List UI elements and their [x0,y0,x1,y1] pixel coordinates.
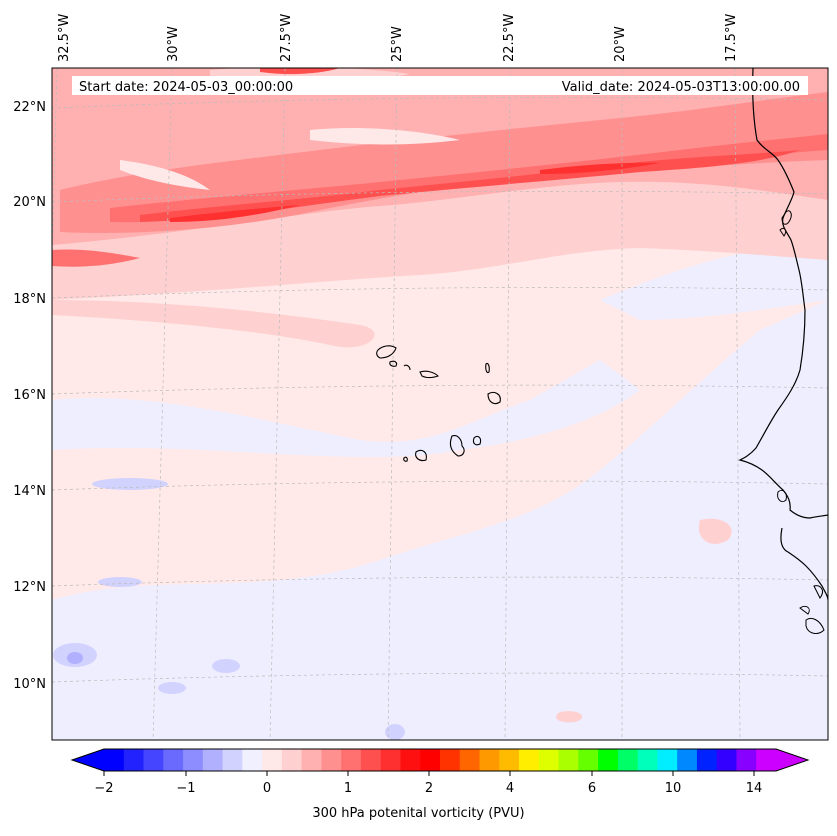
lon-label: 22.5°W [502,14,517,62]
colorbar-tick-label: −1 [176,781,195,796]
graticule [52,68,828,740]
lat-label: 20°N [13,195,46,210]
colorbar-cell [499,749,520,771]
lon-label: 20°W [613,26,628,62]
colorbar-cell [696,749,718,771]
colorbar-cell [756,749,777,771]
map-frame [51,67,829,741]
colorbar-cell [479,749,500,771]
cape-verde-islands [376,345,501,462]
colorbar-cell [360,749,382,771]
lon-label: 27.5°W [279,14,294,62]
colorbar-cell [657,749,678,771]
colorbar-cell [222,749,243,771]
colorbar-cell [321,749,342,771]
colorbar-cell [104,749,125,771]
colorbar-cell [301,749,322,771]
pv-field [52,68,828,740]
colorbar-cell [736,749,757,771]
colorbar-cell [716,749,737,771]
colorbar-tick-label: 10 [665,781,682,796]
lat-label: 10°N [13,677,46,692]
colorbar-tick-label: 4 [506,781,514,796]
colorbar-cell [420,749,441,771]
longitude-labels: 32.5°W 30°W 27.5°W 25°W 22.5°W 20°W 17.5… [57,14,739,62]
colorbar-cell [341,749,362,771]
colorbar-cell [598,749,619,771]
lat-label: 14°N [13,484,46,499]
lon-label: 32.5°W [57,14,72,62]
colorbar-tick-label: 6 [588,781,596,796]
colorbar-cell [123,749,145,771]
colorbar-min-extension [72,749,104,771]
colorbar-cell [202,749,224,771]
colorbar-cell [400,749,421,771]
negative-pv-areas [52,240,828,740]
colorbar-cell [677,749,698,771]
lon-label: 17.5°W [724,14,739,62]
colorbar-cells [104,749,777,771]
colorbar-cell [440,749,461,771]
colorbar-cell [637,749,658,771]
lat-label: 12°N [13,580,46,595]
colorbar-tick-label: 0 [263,781,271,796]
start-date: Start date: 2024-05-03_00:00:00 [79,80,293,95]
colorbar-cell [380,749,401,771]
colorbar-cell [519,749,540,771]
colorbar: −2 −1 0 1 2 4 6 10 14 [70,748,810,796]
colorbar-cell [578,749,599,771]
coastal-islands [777,210,825,634]
colorbar-tick-label: 1 [344,781,352,796]
lon-label: 25°W [390,26,405,62]
lon-label: 30°W [166,26,181,62]
info-bar [72,76,808,95]
coastline-africa-south [780,527,828,601]
colorbar-tick-label: 14 [746,781,763,796]
colorbar-max-extension [776,749,808,771]
lat-label: 16°N [13,388,46,403]
colorbar-cell [163,749,184,771]
colorbar-cell [538,749,560,771]
colorbar-tick-labels: −2 −1 0 1 2 4 6 10 14 [94,781,762,796]
colorbar-tick-label: −2 [94,781,113,796]
colorbar-label: 300 hPa potenital vorticity (PVU) [312,806,525,821]
colorbar-cell [242,749,263,771]
colorbar-cell [183,749,204,771]
colorbar-cell [281,749,303,771]
positive-pv-band [52,68,828,723]
colorbar-cell [262,749,283,771]
colorbar-cell [143,749,164,771]
colorbar-ticks [103,771,755,776]
valid-date: Valid_date: 2024-05-03T13:00:00.00 [562,80,800,95]
lat-label: 18°N [13,292,46,307]
colorbar-cell [558,749,579,771]
colorbar-cell [617,749,639,771]
lat-label: 22°N [13,100,46,115]
colorbar-tick-label: 2 [425,781,433,796]
latitude-labels: 22°N 20°N 18°N 16°N 14°N 12°N 10°N [13,100,46,692]
colorbar-cell [459,749,481,771]
